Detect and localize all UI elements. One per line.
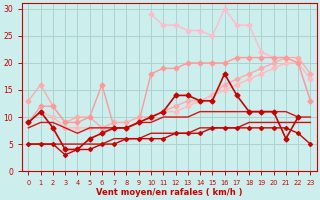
X-axis label: Vent moyen/en rafales ( km/h ): Vent moyen/en rafales ( km/h ) [96,188,243,197]
